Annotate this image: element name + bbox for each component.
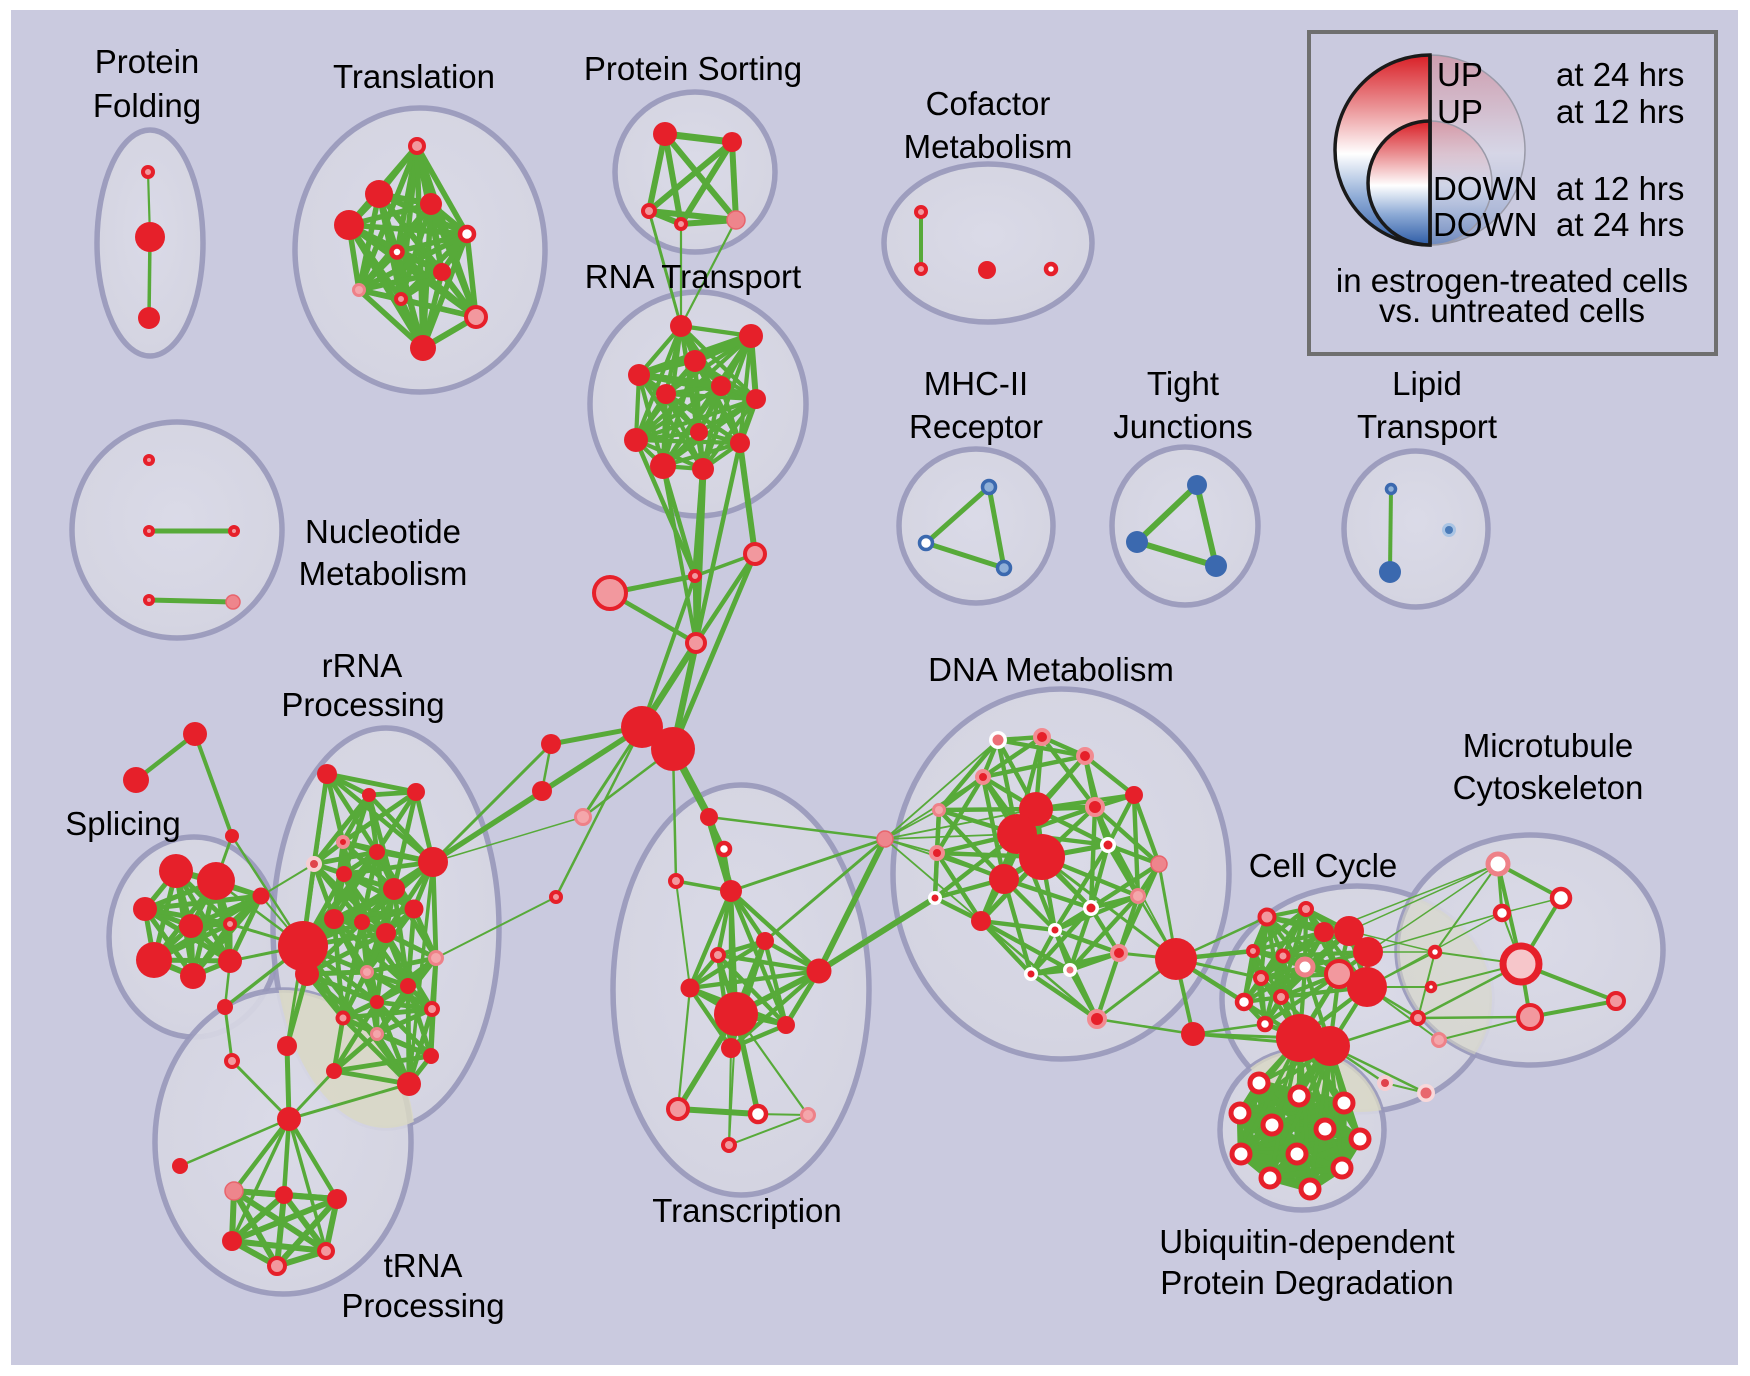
svg-text:at 12 hrs: at 12 hrs bbox=[1556, 93, 1684, 130]
svg-text:rRNA: rRNA bbox=[322, 647, 403, 684]
svg-text:Cytoskeleton: Cytoskeleton bbox=[1453, 769, 1644, 806]
svg-text:Junctions: Junctions bbox=[1113, 408, 1252, 445]
svg-text:UP: UP bbox=[1437, 56, 1483, 93]
svg-text:Lipid: Lipid bbox=[1392, 365, 1462, 402]
svg-text:Metabolism: Metabolism bbox=[904, 128, 1073, 165]
svg-text:Protein Degradation: Protein Degradation bbox=[1160, 1264, 1454, 1301]
svg-text:Processing: Processing bbox=[281, 686, 444, 723]
svg-text:Metabolism: Metabolism bbox=[299, 555, 468, 592]
svg-text:in estrogen-treated cells: in estrogen-treated cells bbox=[1336, 262, 1688, 299]
svg-text:Cofactor: Cofactor bbox=[926, 85, 1051, 122]
svg-text:Folding: Folding bbox=[93, 87, 201, 124]
svg-text:DNA Metabolism: DNA Metabolism bbox=[928, 651, 1174, 688]
svg-text:Ubiquitin-dependent: Ubiquitin-dependent bbox=[1159, 1223, 1454, 1260]
svg-text:Transport: Transport bbox=[1357, 408, 1497, 445]
svg-text:Translation: Translation bbox=[333, 58, 495, 95]
svg-text:Tight: Tight bbox=[1147, 365, 1219, 402]
svg-text:Cell Cycle: Cell Cycle bbox=[1249, 847, 1398, 884]
svg-text:Processing: Processing bbox=[341, 1287, 504, 1324]
svg-text:Protein Sorting: Protein Sorting bbox=[584, 50, 802, 87]
svg-text:RNA Transport: RNA Transport bbox=[585, 258, 801, 295]
svg-text:Protein: Protein bbox=[95, 43, 200, 80]
svg-text:UP: UP bbox=[1437, 93, 1483, 130]
svg-text:Transcription: Transcription bbox=[652, 1192, 842, 1229]
svg-text:at 24 hrs: at 24 hrs bbox=[1556, 56, 1684, 93]
svg-text:tRNA: tRNA bbox=[384, 1247, 463, 1284]
svg-text:DOWN: DOWN bbox=[1433, 206, 1537, 243]
svg-text:Receptor: Receptor bbox=[909, 408, 1043, 445]
svg-text:vs. untreated cells: vs. untreated cells bbox=[1379, 292, 1645, 329]
svg-text:at 12 hrs: at 12 hrs bbox=[1556, 170, 1684, 207]
svg-text:DOWN: DOWN bbox=[1433, 170, 1537, 207]
svg-text:MHC-II: MHC-II bbox=[924, 365, 1028, 402]
svg-text:at 24 hrs: at 24 hrs bbox=[1556, 206, 1684, 243]
svg-text:Nucleotide: Nucleotide bbox=[305, 513, 461, 550]
svg-text:Microtubule: Microtubule bbox=[1463, 727, 1634, 764]
svg-text:Splicing: Splicing bbox=[65, 805, 181, 842]
